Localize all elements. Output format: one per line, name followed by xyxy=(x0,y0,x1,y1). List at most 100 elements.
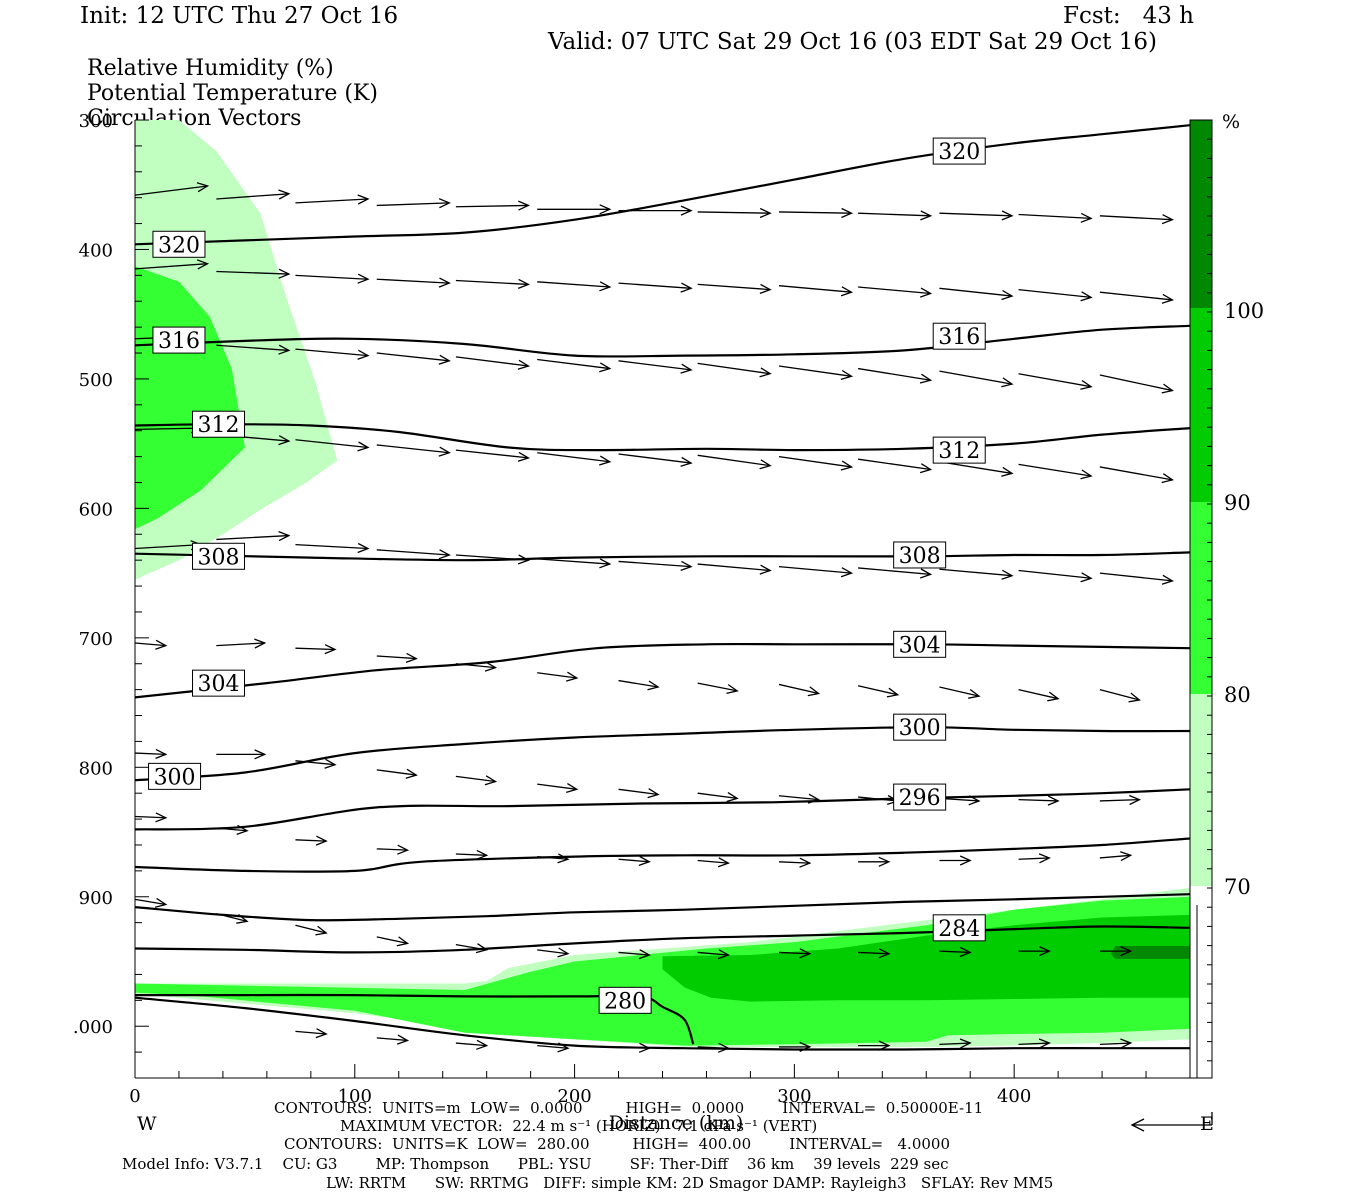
circulation-vector xyxy=(134,748,168,760)
colorbar-label: 100 xyxy=(1224,299,1264,323)
circulation-vector xyxy=(537,853,570,864)
circulation-vector xyxy=(697,857,730,868)
circulation-vector xyxy=(376,844,410,855)
contour-labels: 320 320 316 316 312 312 308 308 304 304 300 300 296 2… xyxy=(148,137,986,1014)
colorbar-segment xyxy=(1190,308,1212,502)
humidity-shading xyxy=(135,120,1190,1047)
title-rh: Relative Humidity (%) xyxy=(87,56,334,81)
circulation-vector xyxy=(858,1040,891,1051)
circulation-vector xyxy=(1099,572,1174,585)
y-tick-label: 400 xyxy=(79,240,113,261)
footer-model-info: Model Info: V3.7.1 CU: G3 MP: Thompson P… xyxy=(122,1155,949,1173)
circulation-vector xyxy=(295,348,370,360)
contour-label: 308 xyxy=(899,544,941,569)
theta-contour-284 xyxy=(135,925,1190,954)
circulation-vector xyxy=(376,198,451,209)
colorbar-segment xyxy=(1190,886,1212,1078)
colorbar-segment xyxy=(1190,120,1212,308)
contour-label-box xyxy=(932,436,986,464)
circulation-vector xyxy=(134,897,168,908)
circulation-vector xyxy=(376,352,451,365)
circulation-vector xyxy=(1099,794,1141,806)
circulation-vector xyxy=(455,278,530,290)
circulation-vector xyxy=(216,530,291,542)
circulation-vector xyxy=(1099,688,1141,703)
circulation-vector xyxy=(1099,946,1133,957)
theta-contour-304 xyxy=(135,642,1190,699)
circulation-vector xyxy=(537,204,612,215)
x-tick-label: 200 xyxy=(557,1086,591,1107)
circulation-vector xyxy=(1099,851,1133,862)
y-tick-label: 900 xyxy=(79,888,113,909)
circulation-vector xyxy=(1018,569,1093,583)
circulation-vector xyxy=(537,947,570,958)
circulation-vector xyxy=(376,1034,410,1045)
circulation-vector xyxy=(778,285,854,297)
circulation-vector xyxy=(939,287,1014,301)
theta-contour-280 xyxy=(135,993,695,1045)
contour-label-box xyxy=(932,914,986,942)
circulation-vector xyxy=(455,943,489,954)
circulation-vectors xyxy=(134,182,1175,1053)
circulation-vector xyxy=(858,458,933,474)
footer-model-physics: LW: RRTM SW: RRTMG DIFF: simple KM: 2D S… xyxy=(326,1174,1054,1192)
circulation-vector xyxy=(618,453,693,467)
circulation-vector xyxy=(939,210,1014,221)
circulation-vector xyxy=(858,567,933,579)
circulation-vector xyxy=(455,356,530,370)
circulation-vector xyxy=(1018,1038,1051,1049)
circulation-vector xyxy=(537,281,612,292)
west-label: W xyxy=(137,1113,157,1135)
circulation-vector xyxy=(618,855,651,867)
circulation-vector xyxy=(295,194,370,205)
circulation-vector xyxy=(858,856,891,867)
x-tick-label: 300 xyxy=(777,1086,811,1107)
contour-label-box xyxy=(598,986,652,1014)
contour-label: 308 xyxy=(198,545,240,570)
circulation-vector xyxy=(455,661,498,672)
circulation-vector xyxy=(216,638,267,649)
circulation-vector xyxy=(455,1039,489,1050)
contour-label: 304 xyxy=(899,633,941,658)
contour-label: 316 xyxy=(938,325,980,350)
y-tick-label: 500 xyxy=(79,370,113,391)
circulation-vector xyxy=(939,461,1014,477)
x-tick-label: 0 xyxy=(129,1086,140,1107)
circulation-vector xyxy=(376,277,451,288)
circulation-vector xyxy=(1018,688,1060,702)
contour-label: 312 xyxy=(198,413,240,438)
forecast-hour: Fcst: 43 h xyxy=(1063,3,1194,29)
circulation-vector xyxy=(376,768,418,779)
x-tick-label: 400 xyxy=(997,1086,1031,1107)
colorbar-segment xyxy=(1190,694,1212,886)
circulation-vector xyxy=(939,946,972,958)
contour-label: 304 xyxy=(198,672,240,697)
y-tick-label: 800 xyxy=(79,758,113,779)
rh-region-80 xyxy=(135,896,1190,1046)
circulation-vector xyxy=(1099,214,1175,225)
circulation-vector xyxy=(295,924,328,936)
circulation-vector xyxy=(537,558,612,569)
circulation-vector xyxy=(376,652,418,664)
circulation-vector xyxy=(1099,466,1174,484)
circulation-vector xyxy=(778,455,854,471)
circulation-vector xyxy=(1099,291,1174,304)
circulation-vector xyxy=(134,639,168,650)
contour-label: 316 xyxy=(158,329,200,354)
colorbar-unit: % xyxy=(1222,111,1240,133)
colorbar-label: 90 xyxy=(1224,491,1251,515)
circulation-vector xyxy=(376,549,451,560)
reference-vector-head xyxy=(1130,1118,1145,1132)
circulation-vector xyxy=(376,444,451,457)
circulation-vector xyxy=(216,268,291,279)
circulation-vector xyxy=(216,749,267,760)
circulation-vector xyxy=(618,788,660,799)
circulation-vector xyxy=(216,189,291,200)
circulation-vector xyxy=(295,542,370,554)
circulation-vector xyxy=(1018,288,1093,302)
contour-label: 320 xyxy=(938,140,980,165)
circulation-vector xyxy=(697,949,730,960)
valid-time: Valid: 07 UTC Sat 29 Oct 16 (03 EDT Sat … xyxy=(548,29,1157,55)
theta-contour-308 xyxy=(135,551,1190,562)
